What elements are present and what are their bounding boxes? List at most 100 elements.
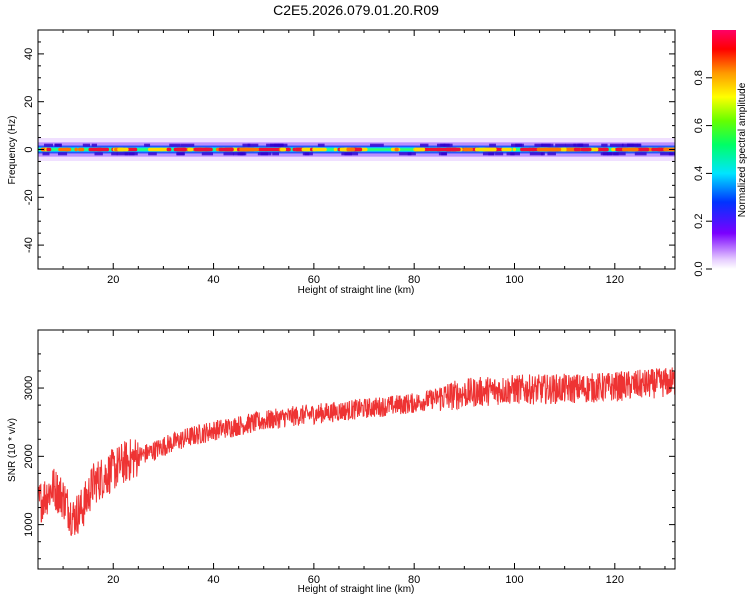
spectrum-peak [74, 147, 78, 152]
spectrum-peak [239, 147, 249, 152]
x-tick-label: 40 [207, 274, 219, 286]
spectrum-fringe [201, 152, 214, 156]
spectrum-fringe [555, 143, 566, 147]
spectrum-fringe [237, 152, 244, 156]
spectrum-fringe [529, 152, 544, 156]
spectrum-fringe [668, 152, 675, 156]
spectrum-peak [166, 147, 172, 152]
x-tick-label: 20 [107, 574, 119, 586]
spectrum-fringe [547, 152, 556, 156]
x-tick-label: 60 [308, 574, 320, 586]
x-tick-label: 60 [308, 274, 320, 286]
spectrum-fringe [495, 152, 504, 156]
spectrum-peak [78, 147, 85, 152]
spectrum-peak [601, 147, 609, 152]
spectrum-peak [187, 147, 194, 152]
spectrum-fringe [148, 152, 157, 156]
spectrum-fringe [369, 143, 384, 147]
spectrum-peak [542, 147, 557, 152]
y-tick-label: 40 [23, 48, 35, 60]
spectrum-fringe [242, 143, 251, 147]
spectrum-peak [312, 147, 327, 152]
spectrum-fringe [565, 143, 577, 147]
spectrum-fringe [176, 152, 186, 156]
spectrum-peak [394, 147, 399, 152]
spectrum-fringe [247, 143, 259, 147]
spectrum-fringe [420, 143, 429, 147]
spectrum-peak [463, 147, 473, 152]
colorbar-label: Normalized spectral amplitude [737, 82, 748, 217]
x-tick-label: 80 [408, 274, 420, 286]
spectrum-fringe [660, 152, 673, 156]
spectrum-fringe [488, 152, 495, 156]
spectrum-fringe [534, 143, 543, 147]
spectrogram-panel: 20 40 60 80 100 120 40 20 0 -20 -40 Height of stra… [7, 29, 676, 296]
x-tick-label: 100 [505, 574, 523, 586]
x-tick-label: 80 [408, 574, 420, 586]
spectrum-peak [536, 147, 545, 152]
spectrum-peak [258, 147, 268, 152]
spectrum-fringe [542, 143, 554, 147]
spectrum-peak [88, 147, 96, 152]
snr-ylabel: SNR (10 * v/v) [7, 418, 18, 482]
spectrum-peak [176, 147, 186, 152]
y-tick-label: -40 [23, 237, 35, 253]
spectrum-peak [224, 147, 234, 152]
spectrum-fringe [607, 152, 619, 156]
spectrum-fringe [601, 143, 608, 147]
spectrum-fringe [438, 152, 448, 156]
spectrum-peak [520, 147, 536, 152]
spectrum-peak [264, 147, 282, 152]
spectrum-fringe [626, 143, 638, 147]
spectrum-fringe [634, 152, 647, 156]
spectrum-peak [333, 147, 338, 152]
spectrum-fringe [169, 143, 181, 147]
spectrum-fringe [317, 143, 325, 147]
spectrum-fringe [111, 152, 118, 156]
spectrum-peak [286, 147, 291, 152]
spectrum-peak [414, 147, 426, 152]
spectrum-peak [512, 147, 517, 152]
spectrum-fringe [54, 143, 62, 147]
y-tick-label: 2000 [23, 444, 35, 468]
spectrum-fringe [124, 152, 138, 156]
spectrum-fringe [44, 143, 53, 147]
spectrum-peak [46, 147, 52, 152]
spectrum-peak [96, 147, 103, 152]
colorbar-tick-label: 0.4 [693, 166, 705, 181]
colorbar-tick-label: 0.8 [693, 70, 705, 85]
spectrum-fringe [180, 143, 195, 147]
spectrum-fringe [42, 152, 50, 156]
spectrum-peak [651, 147, 662, 152]
snr-frame [37, 329, 676, 570]
spectrum-fringe [272, 152, 280, 156]
spectrum-fringe [116, 152, 129, 156]
spectrum-peak [611, 147, 616, 152]
spectrum-fringe [437, 143, 446, 147]
colorbar-tick-label: 0.0 [693, 261, 705, 276]
spectrum-peak [573, 147, 581, 152]
spectrum-fringe [613, 152, 626, 156]
spectrum-peak [622, 147, 639, 152]
spectrum-peak [58, 147, 70, 152]
spectrum-peak [450, 147, 461, 152]
snr-plot-area [38, 330, 675, 569]
spectrum-fringe [344, 152, 359, 156]
colorbar-tick-label: 0.6 [693, 118, 705, 133]
spectrum-fringe [302, 152, 313, 156]
spectrum-fringe [223, 152, 234, 156]
snr-series-line [38, 367, 675, 537]
y-tick-label: 20 [23, 96, 35, 108]
y-tick-label: 3000 [23, 376, 35, 400]
spectrum-peak [193, 147, 202, 152]
colorbar-tick-label: 0.2 [693, 214, 705, 229]
spectrum-fringe [94, 152, 103, 156]
spectrum-fringe [82, 143, 91, 147]
colorbar-gradient [712, 30, 736, 269]
spectrum-fringe [489, 143, 496, 147]
spectrum-fringe [443, 143, 453, 147]
spectrum-peak [501, 147, 512, 152]
spectrum-peak [117, 147, 129, 152]
spectrum-peak [346, 147, 356, 152]
